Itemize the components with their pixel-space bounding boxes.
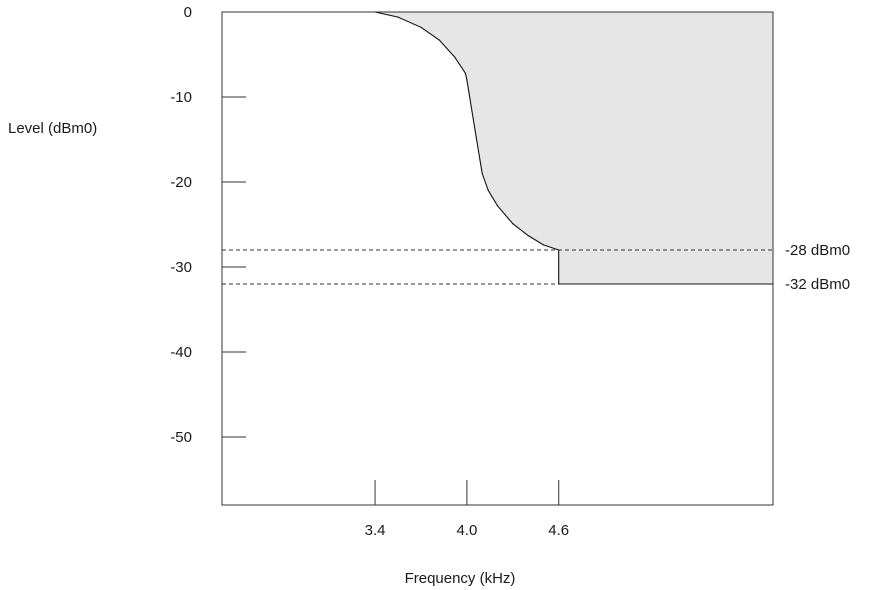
y-tick-label: -40 [170, 344, 192, 361]
data-point [438, 39, 440, 41]
data-point [527, 234, 529, 237]
data-point [420, 26, 422, 28]
reference-line-label: -32 dBm0 [785, 276, 850, 293]
data-point [542, 244, 545, 246]
x-tick-label: 3.4 [365, 522, 386, 539]
data-point [473, 126, 476, 128]
x-tick-label: 4.0 [456, 522, 477, 539]
data-point [558, 283, 560, 285]
y-tick-label: 0 [184, 4, 192, 21]
reference-line-label: -28 dBm0 [785, 242, 850, 259]
data-point [464, 72, 466, 74]
data-point [397, 16, 399, 18]
x-axis-label: Frequency (kHz) [405, 570, 516, 587]
y-tick-label: -50 [170, 429, 192, 446]
data-point [466, 79, 468, 81]
data-point [487, 189, 489, 192]
data-point [481, 172, 483, 175]
data-point [496, 205, 499, 207]
y-tick-label: -10 [170, 89, 192, 106]
data-point [558, 249, 560, 251]
data-point [512, 223, 514, 225]
y-tick-label: -30 [170, 259, 192, 276]
y-tick-label: -20 [170, 174, 192, 191]
shaded-region [375, 12, 773, 284]
plot-frame [221, 11, 774, 506]
data-point [454, 56, 456, 58]
y-axis-label: Level (dBm0) [8, 120, 97, 137]
x-tick-label: 4.6 [548, 522, 569, 539]
